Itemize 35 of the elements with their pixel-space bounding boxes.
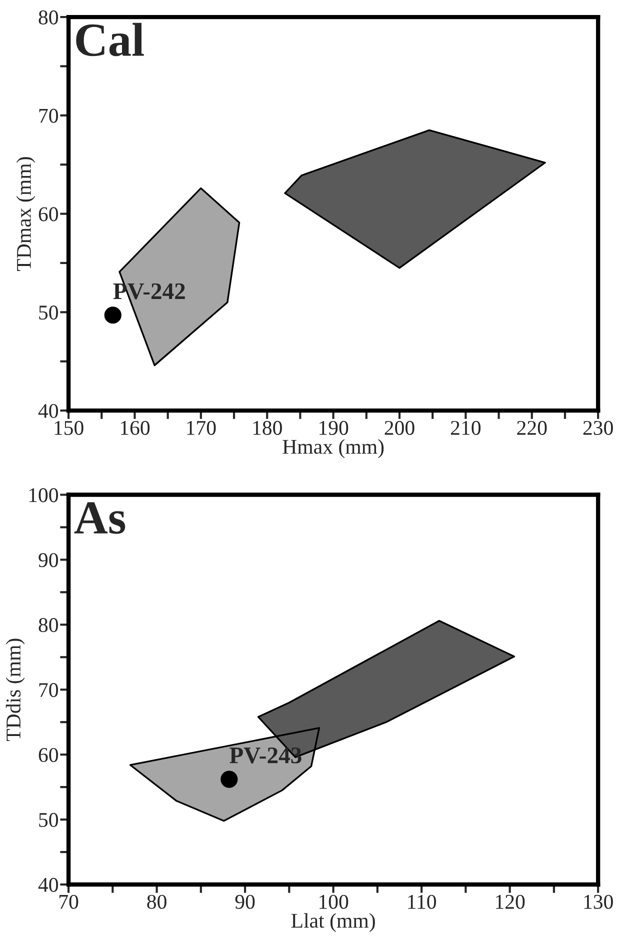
x-tick-label: 150 [54, 420, 84, 435]
x-tick-label: 120 [496, 894, 525, 909]
x-tick-label: 90 [235, 894, 255, 909]
y-tick-label: 80 [38, 10, 58, 24]
y-tick-label: 40 [38, 878, 58, 892]
y-tick-label: 90 [38, 553, 58, 568]
y-tick-label: 40 [38, 404, 58, 418]
y-axis-title: TDdis (mm) [6, 638, 25, 742]
x-tick-label: 110 [408, 894, 436, 909]
y-tick-label: 70 [39, 683, 58, 698]
x-tick-label: 200 [384, 420, 414, 435]
x-tick-label: 230 [583, 420, 613, 435]
annotation: PV-243 [230, 748, 302, 764]
x-tick-label: 180 [253, 420, 282, 435]
y-tick-label: 70 [39, 108, 58, 123]
y-tick-label: 50 [39, 306, 58, 320]
x-tick-label: 170 [187, 420, 216, 435]
y-axis-title: TDmax (mm) [16, 157, 36, 271]
y-tick-label: 60 [38, 207, 58, 222]
x-tick-label: 130 [584, 894, 613, 909]
x-tick-label: 190 [320, 420, 348, 435]
x-axis-title: Hmax (mm) [282, 439, 384, 458]
x-tick-label: 100 [320, 894, 348, 909]
x-tick-label: 220 [517, 420, 547, 435]
x-tick-label: 80 [147, 894, 166, 909]
y-tick-label: 100 [29, 488, 58, 502]
x-axis-title: Llat (mm) [291, 913, 375, 932]
x-tick-label: 160 [120, 420, 150, 435]
y-tick-label: 80 [38, 618, 58, 632]
x-tick-label: 210 [450, 420, 481, 435]
chart-title: As [74, 502, 126, 534]
y-tick-label: 60 [38, 748, 58, 762]
x-tick-label: 70 [59, 894, 78, 909]
y-tick-label: 50 [39, 812, 58, 827]
chart-title: Cal [76, 22, 144, 56]
